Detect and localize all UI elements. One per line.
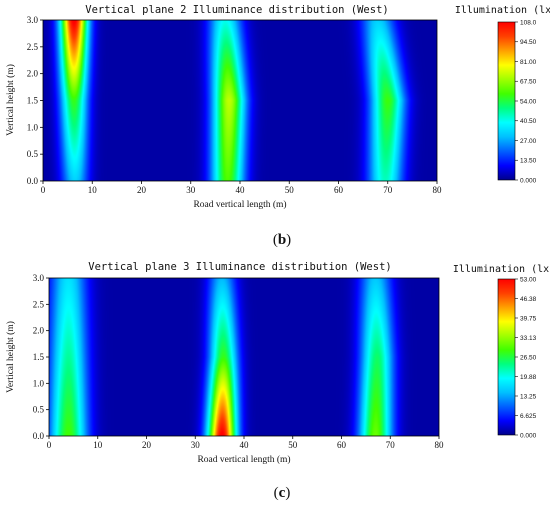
y-tick-label: 2.0: [33, 326, 45, 336]
colorbar: [497, 278, 516, 436]
y-tick-label: 3.0: [33, 273, 45, 283]
y-tick-label: 0.5: [33, 405, 45, 415]
x-tick-label: 40: [236, 185, 246, 195]
x-axis-label: Road vertical length (m): [197, 454, 290, 465]
y-axis-label: Vertical height (m): [5, 64, 16, 136]
x-tick-label: 50: [285, 185, 295, 195]
x-tick-label: 20: [137, 185, 147, 195]
colorbar-tick-label: 6.625: [520, 413, 537, 420]
y-tick-label: 2.5: [33, 299, 45, 309]
axes: 0 10 20 30 40 50 60 70 80 0.0 0.5 1.0 1.5 2.0 2.5 3.0: [33, 273, 444, 450]
y-tick-label: 0.5: [27, 149, 39, 159]
x-tick-label: 70: [383, 185, 393, 195]
y-tick-label: 1.0: [27, 122, 39, 132]
y-tick-label: 0.0: [27, 176, 39, 186]
x-tick-label: 30: [186, 185, 196, 195]
panel-b: Vertical plane 2 Illuminance distributio…: [5, 4, 550, 248]
colorbar-tick-label: 53.00: [520, 276, 537, 283]
y-tick-label: 1.5: [33, 352, 45, 362]
x-tick-label: 80: [433, 185, 443, 195]
caption-b: (b): [273, 232, 291, 248]
x-tick-label: 0: [47, 440, 52, 450]
colorbar-tick-label: 108.0: [520, 19, 537, 26]
x-tick-label: 60: [334, 185, 344, 195]
x-tick-label: 70: [386, 440, 396, 450]
panel-c: Vertical plane 3 Illuminance distributio…: [5, 261, 550, 501]
x-tick-label: 10: [93, 440, 103, 450]
colorbar-tick-label: 19.88: [520, 374, 537, 381]
colorbar-tick-label: 13.50: [520, 158, 537, 165]
y-tick-label: 2.0: [27, 69, 39, 79]
x-tick-label: 50: [288, 440, 298, 450]
colorbar-tick-label: 54.00: [520, 98, 537, 105]
y-tick-label: 3.0: [27, 15, 39, 25]
y-tick-label: 1.5: [27, 96, 39, 106]
colorbar-ticks: 53.00 46.38 39.75 33.13 26.50 19.88 13.25 6.625…: [515, 276, 537, 439]
colorbar-title: Illumination (lx): [455, 5, 550, 16]
colorbar-tick-label: 67.50: [520, 79, 537, 86]
colorbar-tick-label: 33.13: [520, 335, 537, 342]
colorbar-tick-label: 46.38: [520, 296, 537, 303]
colorbar-tick-label: 13.25: [520, 393, 537, 400]
colorbar-tick-label: 81.00: [520, 59, 537, 66]
x-tick-label: 80: [435, 440, 445, 450]
y-tick-label: 2.5: [27, 42, 39, 52]
y-tick-label: 0.0: [33, 431, 45, 441]
x-tick-label: 0: [41, 185, 46, 195]
x-axis-label: Road vertical length (m): [193, 199, 286, 210]
x-tick-label: 10: [88, 185, 98, 195]
chart-title: Vertical plane 3 Illuminance distributio…: [88, 261, 391, 273]
colorbar-tick-label: 26.50: [520, 354, 537, 361]
heatmap-plot-area: [43, 20, 437, 181]
x-tick-label: 20: [142, 440, 152, 450]
chart-title: Vertical plane 2 Illuminance distributio…: [85, 4, 388, 16]
x-tick-label: 30: [191, 440, 201, 450]
axes: 0 10 20 30 40 50 60 70 80 0.0 0.5 1.0 1.5 2.0 2.5 3.0: [27, 15, 442, 195]
x-tick-label: 60: [337, 440, 347, 450]
colorbar-tick-label: 94.50: [520, 39, 537, 46]
colorbar-tick-label: 0.000: [520, 432, 537, 439]
caption-c: (c): [274, 485, 291, 501]
colorbar-ticks: 108.0 94.50 81.00 67.50 54.00 40.50 27.00 13.50…: [515, 19, 537, 184]
colorbar-tick-label: 39.75: [520, 315, 537, 322]
colorbar: [497, 21, 516, 181]
colorbar-tick-label: 27.00: [520, 138, 537, 145]
colorbar-tick-label: 40.50: [520, 118, 537, 125]
colorbar-title: Illumination (lx): [453, 264, 550, 275]
x-tick-label: 40: [240, 440, 250, 450]
colorbar-tick-label: 0.000: [520, 177, 537, 184]
y-axis-label: Vertical height (m): [5, 321, 16, 393]
y-tick-label: 1.0: [33, 378, 45, 388]
heatmap-plot-area: [49, 278, 439, 436]
